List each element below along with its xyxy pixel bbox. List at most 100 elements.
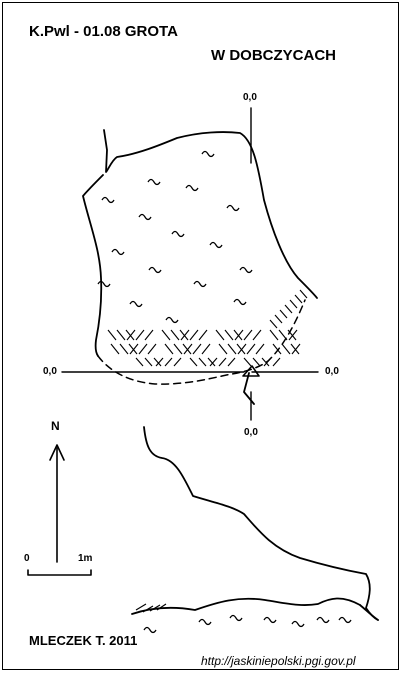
tilde-symbol: [229, 614, 243, 622]
hatch-stroke: [135, 603, 147, 611]
source-url[interactable]: http://jaskiniepolski.pgi.gov.pl: [201, 654, 356, 668]
tilde-symbol: [201, 150, 215, 158]
hatch-stroke: [110, 343, 120, 355]
tilde-symbol: [226, 204, 240, 212]
hatch-stroke: [170, 329, 180, 341]
tilde-symbol: [101, 196, 115, 204]
tilde-symbol: [193, 280, 207, 288]
tilde-symbol: [209, 241, 223, 249]
tilde-symbol: [233, 298, 247, 306]
hatch-stroke: [284, 304, 293, 314]
hatch-stroke: [227, 343, 237, 355]
elevation-label-top: 0,0: [243, 92, 257, 103]
hatch-stroke: [173, 343, 183, 355]
scale-bar-end-label: 1m: [78, 553, 93, 564]
hatch-stroke: [246, 343, 256, 355]
hatch-stroke: [153, 357, 162, 367]
hatch-stroke: [156, 603, 167, 611]
cave-wall-left: [82, 174, 104, 357]
elevation-label-right: 0,0: [325, 366, 339, 377]
hatch-stroke: [263, 357, 272, 367]
tilde-symbol: [171, 230, 185, 238]
hatch-stroke: [215, 329, 225, 341]
entrance-passage: [243, 372, 255, 405]
hatch-stroke: [236, 343, 246, 355]
hatch-stroke: [261, 357, 270, 367]
cave-wall-lower-right: [131, 597, 361, 615]
hatch-stroke: [252, 329, 262, 341]
hatch-stroke: [192, 343, 202, 355]
cave-wall-lower-tail: [359, 604, 379, 621]
hatch-stroke: [209, 357, 218, 367]
hatch-stroke: [135, 329, 145, 341]
hatch-stroke: [142, 605, 154, 613]
map-frame: [2, 2, 399, 670]
elevation-label-bottom: 0,0: [244, 427, 258, 438]
north-arrow-label: N: [51, 419, 60, 433]
map-title-line1: K.Pwl - 01.08 GROTA: [29, 23, 178, 40]
hatch-stroke: [179, 329, 189, 341]
hatch-stroke: [125, 329, 135, 341]
tilde-symbol: [239, 266, 253, 274]
hatch-stroke: [218, 343, 228, 355]
hatch-stroke: [287, 329, 297, 341]
hatch-stroke: [237, 343, 247, 355]
tilde-symbol: [97, 280, 111, 288]
hatch-stroke: [291, 343, 301, 355]
hatch-stroke: [129, 343, 139, 355]
hatch-stroke: [119, 343, 129, 355]
debris-hatching: [107, 289, 308, 613]
hatch-stroke: [274, 314, 283, 324]
hatch-stroke: [227, 357, 236, 367]
hatch-stroke: [182, 343, 192, 355]
tilde-symbol: [316, 616, 330, 624]
author-credit: MLECZEK T. 2011: [29, 633, 138, 648]
hatch-stroke: [201, 343, 211, 355]
hatch-stroke: [198, 357, 207, 367]
hatch-stroke: [278, 329, 288, 341]
hatch-stroke: [299, 289, 308, 299]
cave-wall-upper: [103, 129, 318, 299]
hatch-stroke: [126, 329, 136, 341]
hatch-stroke: [255, 343, 265, 355]
hatch-stroke: [116, 329, 126, 341]
hatch-stroke: [218, 357, 227, 367]
tilde-symbol: [291, 620, 305, 628]
cave-wall-lower-left: [143, 426, 379, 621]
tilde-symbol: [147, 178, 161, 186]
hatch-stroke: [164, 357, 173, 367]
hatch-stroke: [252, 357, 261, 367]
hatch-stroke: [189, 329, 199, 341]
hatch-stroke: [272, 343, 282, 355]
elevation-label-left: 0,0: [43, 366, 57, 377]
hatch-stroke: [149, 604, 161, 612]
hatch-stroke: [183, 343, 193, 355]
tilde-symbol: [263, 616, 277, 624]
hatch-stroke: [161, 329, 171, 341]
tilde-symbol: [198, 618, 212, 626]
tilde-symbol: [138, 213, 152, 221]
hatch-stroke: [243, 329, 253, 341]
hatch-stroke: [155, 357, 164, 367]
tilde-symbol: [143, 626, 157, 634]
map-title-line2: W DOBCZYCACH: [211, 47, 336, 64]
scale-bar: [27, 569, 92, 576]
hatch-stroke: [289, 299, 298, 309]
tilde-symbol: [129, 300, 143, 308]
hatch-stroke: [281, 343, 291, 355]
hatch-stroke: [107, 329, 117, 341]
hatch-stroke: [290, 343, 300, 355]
hatch-stroke: [288, 329, 298, 341]
hatch-stroke: [233, 329, 243, 341]
hatch-stroke: [269, 319, 278, 329]
hatch-stroke: [272, 357, 281, 367]
hatch-stroke: [147, 343, 157, 355]
hatch-stroke: [180, 329, 190, 341]
hatch-stroke: [269, 329, 279, 341]
hatch-stroke: [207, 357, 216, 367]
tilde-symbol: [185, 184, 199, 192]
hatch-stroke: [173, 357, 182, 367]
tilde-symbol: [338, 616, 352, 624]
hatch-stroke: [164, 343, 174, 355]
